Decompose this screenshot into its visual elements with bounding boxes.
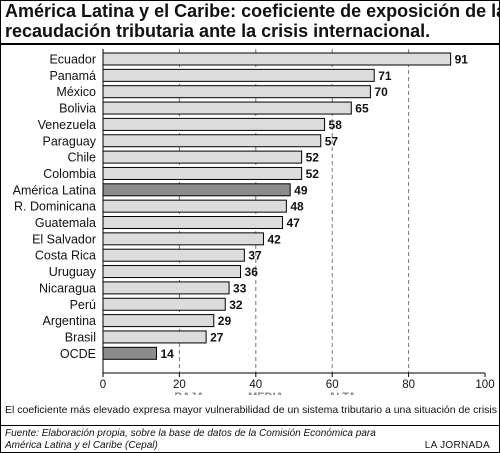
bar-2 <box>102 85 371 99</box>
value-label-10: 47 <box>287 216 301 230</box>
bar-5 <box>102 134 322 148</box>
x-tick-label-0: 0 <box>100 379 106 391</box>
chart-title: América Latina y el Caribe: coeficiente … <box>5 1 500 41</box>
value-label-15: 32 <box>229 298 243 312</box>
category-label-18: OCDE <box>60 347 96 361</box>
value-label-14: 33 <box>233 281 247 295</box>
value-label-2: 70 <box>374 85 388 99</box>
category-label-3: Bolivia <box>59 102 96 116</box>
value-label-1: 71 <box>378 69 392 83</box>
bar-18 <box>102 346 157 360</box>
category-label-2: México <box>56 85 96 99</box>
value-label-7: 52 <box>306 167 320 181</box>
bar-layer: Ecuador 91 Panamá 71 México 70 Bolivia 65 Venezu… <box>13 52 469 361</box>
x-tick-label-80: 80 <box>402 379 415 391</box>
x-tick-label-40: 40 <box>249 379 262 391</box>
category-label-11: El Salvador <box>32 232 96 246</box>
bar-11 <box>102 232 264 246</box>
bar-16 <box>102 314 215 328</box>
zone-label-2: ALTA <box>328 391 356 395</box>
value-label-6: 52 <box>306 151 320 165</box>
bar-10 <box>102 216 284 229</box>
category-label-1: Panamá <box>49 69 96 83</box>
source-line-1: Fuente: Elaboración propia, sobre la bas… <box>5 428 376 439</box>
value-label-16: 29 <box>218 314 232 328</box>
note-divider <box>0 425 500 426</box>
category-label-15: Perú <box>70 298 96 312</box>
source-line-2: América Latina y el Caribe (Cepal) <box>5 440 158 451</box>
value-label-5: 57 <box>325 134 339 148</box>
publisher-credit: LA JORNADA <box>424 440 490 451</box>
bar-chart: Ecuador 91 Panamá 71 México 70 Bolivia 65 Venezu… <box>13 49 495 395</box>
bar-13 <box>102 265 242 279</box>
category-label-7: Colombia <box>43 167 96 181</box>
category-label-10: Guatemala <box>35 216 96 230</box>
chart-title-line-1: América Latina y el Caribe: coeficiente … <box>5 1 500 21</box>
bar-1 <box>102 68 375 82</box>
value-label-9: 48 <box>290 200 304 214</box>
zone-label-0: BAJA <box>174 391 204 395</box>
bar-6 <box>102 150 303 164</box>
category-label-9: R. Dominicana <box>14 200 96 214</box>
value-label-18: 14 <box>160 347 174 361</box>
bar-15 <box>102 297 226 311</box>
x-tick-label-60: 60 <box>326 379 339 391</box>
category-label-5: Paraguay <box>42 134 96 148</box>
category-label-14: Nicaragua <box>39 281 96 295</box>
value-label-11: 42 <box>267 232 281 246</box>
axis-layer: 0 20 40 60 80 100 BAJA MEDIA ALTA <box>100 49 495 395</box>
category-label-16: Argentina <box>42 314 96 328</box>
category-label-13: Uruguay <box>49 265 97 279</box>
value-label-12: 37 <box>248 249 262 263</box>
value-label-0: 91 <box>455 53 469 67</box>
source-note: Fuente: Elaboración propia, sobre la bas… <box>5 428 425 452</box>
category-label-6: Chile <box>68 151 97 165</box>
x-tick-label-100: 100 <box>475 379 494 391</box>
category-label-17: Brasil <box>65 330 96 344</box>
bar-9 <box>102 199 287 213</box>
category-label-0: Ecuador <box>49 53 96 67</box>
bar-0 <box>102 52 452 66</box>
value-label-17: 27 <box>210 330 224 344</box>
value-label-3: 65 <box>355 102 369 116</box>
value-label-13: 36 <box>245 265 259 279</box>
chart-title-line-2: recaudación tributaria ante la crisis in… <box>5 21 431 41</box>
category-label-12: Costa Rica <box>35 249 96 263</box>
value-label-8: 49 <box>294 183 308 197</box>
value-label-4: 58 <box>329 118 343 132</box>
bar-8 <box>102 183 291 197</box>
x-tick-label-20: 20 <box>173 379 186 391</box>
bar-14 <box>102 281 230 295</box>
zone-label-1: MEDIA <box>248 391 284 395</box>
category-label-4: Venezuela <box>38 118 96 132</box>
bar-17 <box>102 330 207 344</box>
bar-4 <box>102 117 326 131</box>
bar-12 <box>102 248 245 262</box>
chart-note: El coeficiente más elevado expresa mayor… <box>5 404 498 416</box>
bar-7 <box>102 166 303 180</box>
title-divider <box>0 43 500 45</box>
category-label-8: América Latina <box>13 183 96 197</box>
bar-3 <box>102 101 352 115</box>
